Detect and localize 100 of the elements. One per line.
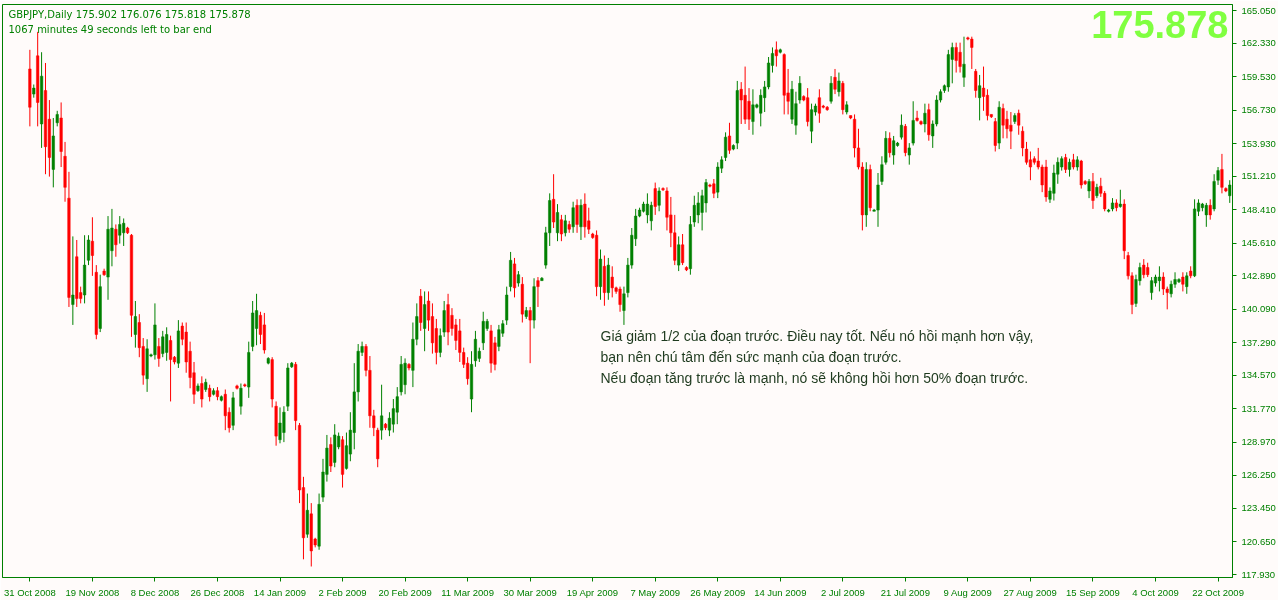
y-tick-label: 159.530 [1241, 70, 1276, 82]
candlestick [712, 178, 716, 199]
y-tick-label: 120.650 [1241, 535, 1276, 547]
candlestick [122, 217, 126, 247]
candlestick [157, 337, 161, 368]
x-tick-label: 30 Mar 2009 [503, 586, 557, 598]
candlestick [571, 201, 575, 234]
y-tick-label: 131.770 [1241, 402, 1276, 414]
candlestick [1087, 178, 1091, 199]
y-tick-label: 148.410 [1241, 203, 1276, 215]
y-tick-label: 123.450 [1241, 502, 1276, 514]
candlestick [915, 110, 919, 123]
candlestick [165, 326, 169, 362]
candlestick [727, 122, 731, 155]
candlestick [829, 75, 833, 105]
candlestick [1079, 159, 1083, 190]
candlestick [161, 330, 165, 358]
x-tick-label: 4 Oct 2009 [1132, 586, 1179, 598]
candlestick [907, 142, 911, 166]
candlestick [86, 234, 91, 266]
candlestick [774, 40, 778, 68]
candlestick [911, 100, 915, 147]
x-tick-label: 11 Mar 2009 [441, 586, 494, 598]
x-tick-label: 2 Jul 2009 [820, 586, 865, 598]
candlestick [497, 324, 501, 352]
candlestick [747, 87, 751, 131]
candlestick [1208, 198, 1212, 221]
y-tick-label: 145.610 [1241, 237, 1276, 249]
candlestick [1181, 271, 1185, 292]
candlestick [536, 276, 540, 308]
y-tick-label: 153.930 [1241, 137, 1276, 149]
candlestick [278, 406, 282, 444]
candlestick [583, 192, 587, 239]
chart-title: GBPJPY,Daily 175.902 176.076 175.818 175.878 [8, 8, 251, 20]
candlestick [993, 117, 997, 152]
candlestick [618, 286, 622, 313]
candlestick [552, 173, 556, 229]
candlestick [1091, 172, 1095, 210]
candlestick [575, 198, 579, 234]
candlestick [380, 384, 384, 441]
candlestick [579, 198, 583, 241]
candlestick [563, 214, 567, 237]
candlestick [1204, 202, 1208, 228]
candlestick [466, 356, 470, 386]
y-tick-label: 134.570 [1241, 369, 1276, 381]
candlestick [610, 265, 614, 298]
candlestick [817, 88, 821, 124]
x-tick-label: 2 Feb 2009 [318, 586, 367, 598]
candlestick [481, 311, 485, 351]
candlestick [833, 68, 837, 95]
x-tick-label: 7 May 2009 [630, 586, 681, 598]
candlestick [423, 290, 427, 352]
candlestick [1161, 271, 1165, 296]
x-tick-label: 21 Jul 2009 [880, 586, 930, 598]
candlestick [985, 88, 989, 121]
candlestick [344, 432, 348, 471]
candlestick [329, 436, 333, 473]
y-tick-label: 142.890 [1241, 269, 1276, 281]
y-tick-label: 162.330 [1241, 37, 1276, 49]
candlestick [681, 233, 685, 266]
x-tick-label: 27 Aug 2009 [1003, 586, 1057, 598]
candlestick [962, 36, 966, 88]
candlestick [239, 383, 243, 416]
y-tick-label: 165.050 [1241, 4, 1276, 16]
candlestick [1103, 190, 1107, 212]
candlestick [555, 203, 560, 242]
candlestick [1185, 271, 1189, 295]
candlestick [806, 87, 810, 127]
candlestick [1001, 103, 1005, 139]
candlestick [473, 330, 477, 368]
x-tick-label: 20 Feb 2009 [378, 586, 432, 598]
candlestick [677, 235, 681, 272]
candlestick [1017, 109, 1021, 136]
x-tick-label: 26 Dec 2008 [190, 586, 245, 598]
text: 1067 minutes 49 seconds left to bar end [8, 23, 212, 35]
x-tick-label: 14 Jan 2009 [253, 586, 307, 598]
y-tick-label: 126.250 [1241, 469, 1276, 480]
candlestick [974, 68, 978, 99]
candlestick [1009, 111, 1013, 150]
y-tick-label: 140.090 [1241, 303, 1276, 315]
candlestick [982, 66, 986, 112]
candlestick [1028, 150, 1032, 181]
candlestick [751, 88, 755, 136]
candlestick [528, 306, 532, 364]
x-tick-label: 19 Apr 2009 [566, 586, 619, 598]
annotation: 175.878 [1091, 3, 1229, 46]
candlestick [71, 235, 75, 326]
candlestick [892, 135, 896, 166]
y-tick-label: 151.210 [1241, 170, 1276, 182]
candlestick [559, 214, 563, 242]
x-tick-label: 19 Nov 2008 [65, 586, 120, 598]
candlestick [837, 72, 841, 97]
candlestick [970, 36, 974, 70]
x-tick-label: 26 May 2009 [690, 586, 746, 598]
candlestick [114, 223, 118, 258]
annotation: Giá giảm 1/2 của đoạn trước. Điều nay tốt. Nếu nó hồi mạnh hơn vậy, bạn nên chú tâm đến sức mạnh của đoạn trước. Nếu đoạn tăng trước là mạnh, nó sẽ không hồi hơn 50% đoạn trước. [600, 328, 1034, 387]
candlestick [657, 186, 661, 212]
y-tick-label: 156.730 [1241, 104, 1276, 116]
candlestick [403, 357, 407, 395]
candlestick [954, 42, 958, 74]
